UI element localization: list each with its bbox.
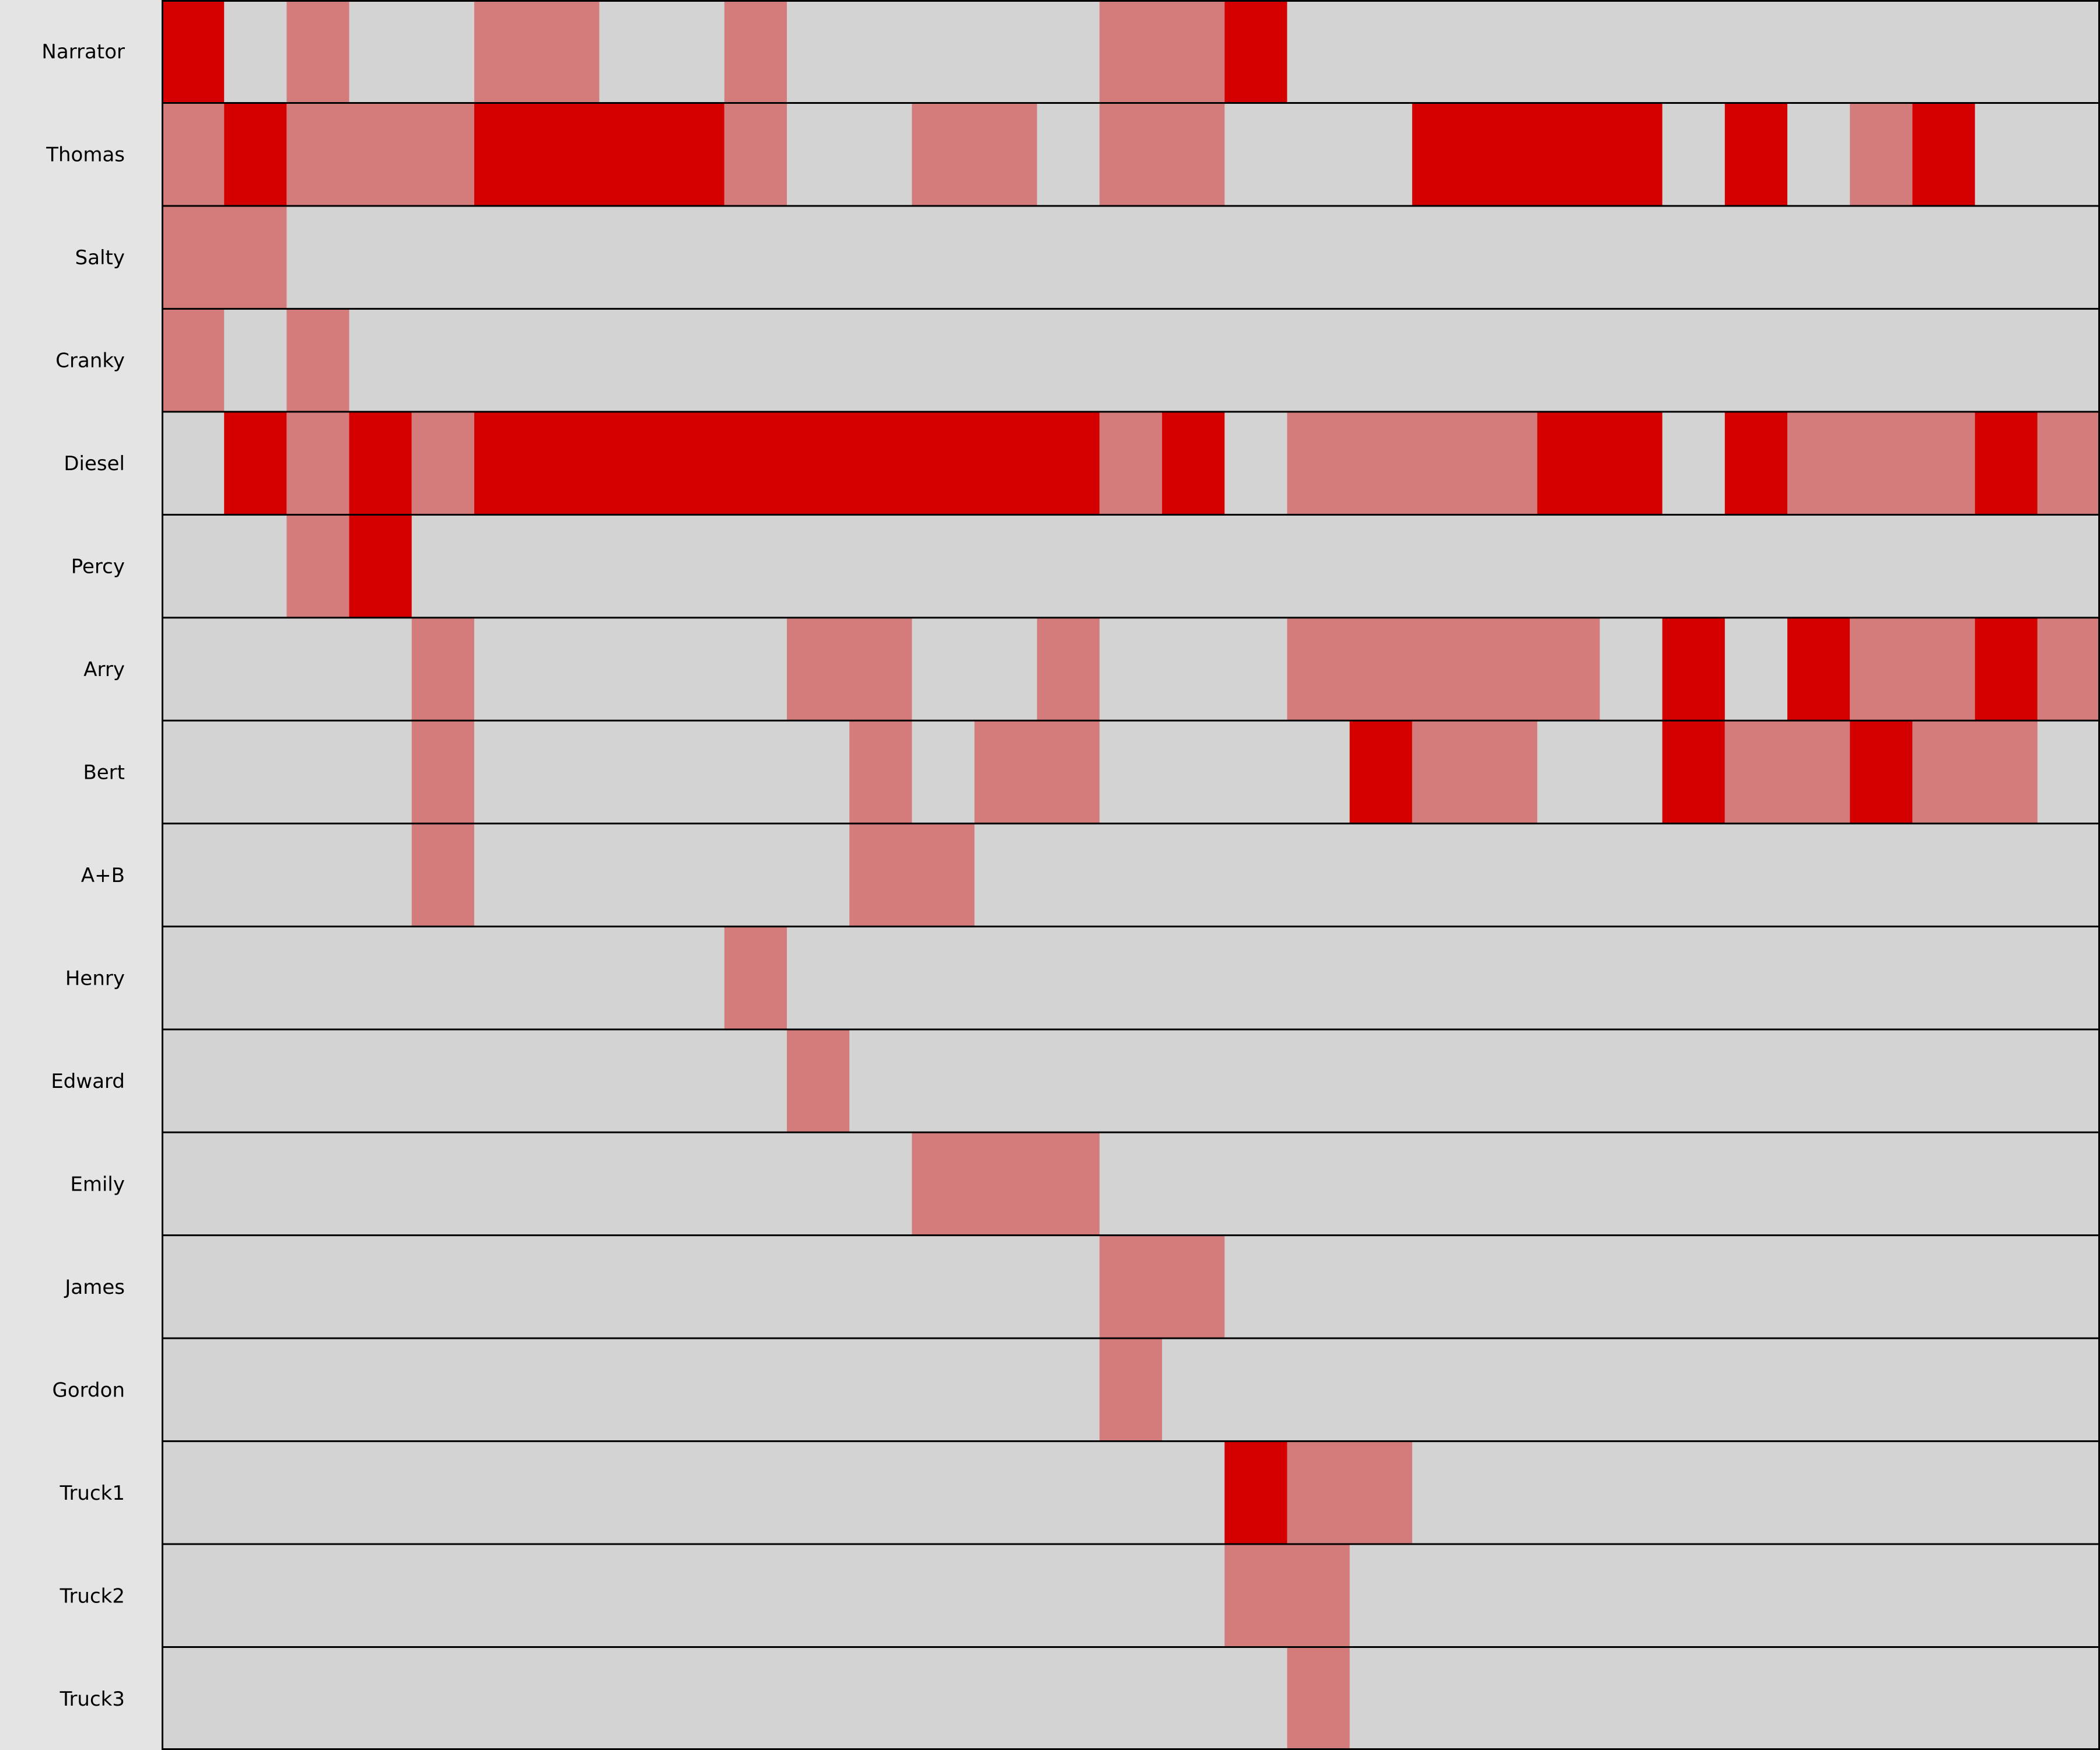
cell-diesel-3-3 bbox=[349, 411, 412, 515]
cell-a-b-4-4 bbox=[411, 823, 474, 927]
cell-thomas-0-0 bbox=[162, 103, 225, 206]
cell-arry-18-22 bbox=[1287, 617, 1600, 721]
cell-bert-13-14 bbox=[974, 720, 1100, 824]
cell-thomas-28-28 bbox=[1912, 103, 1975, 206]
cell-arry-4-4 bbox=[411, 617, 474, 721]
cell-emily-12-14 bbox=[912, 1132, 1100, 1236]
cell-thomas-27-27 bbox=[1850, 103, 1913, 206]
cell-bert-25-26 bbox=[1724, 720, 1850, 824]
cell-narrator-9-9 bbox=[724, 0, 787, 103]
cell-bert-4-4 bbox=[411, 720, 474, 824]
cell-diesel-29-29 bbox=[1975, 411, 2038, 515]
cell-arry-10-11 bbox=[786, 617, 912, 721]
cell-diesel-4-4 bbox=[411, 411, 474, 515]
cell-truck2-17-18 bbox=[1224, 1544, 1350, 1647]
row-label-thomas: Thomas bbox=[46, 144, 125, 167]
row-label-narrator: Narrator bbox=[41, 40, 125, 64]
cell-henry-9-9 bbox=[724, 926, 787, 1030]
row-label-diesel: Diesel bbox=[64, 452, 125, 475]
cell-thomas-15-16 bbox=[1099, 103, 1225, 206]
row-label-arry: Arry bbox=[83, 658, 125, 681]
cell-cranky-0-0 bbox=[162, 309, 225, 412]
cell-edward-10-10 bbox=[786, 1029, 850, 1133]
cell-truck3-18-18 bbox=[1287, 1647, 1350, 1750]
cell-narrator-17-17 bbox=[1224, 0, 1287, 103]
row-label-truck1: Truck1 bbox=[60, 1482, 125, 1505]
row-label-truck3: Truck3 bbox=[60, 1688, 125, 1711]
cell-diesel-1-1 bbox=[224, 411, 287, 515]
cell-diesel-5-14 bbox=[474, 411, 1100, 515]
row-label-edward: Edward bbox=[51, 1070, 125, 1093]
cell-bert-28-29 bbox=[1912, 720, 2038, 824]
cell-percy-2-2 bbox=[286, 514, 349, 618]
cell-thomas-20-23 bbox=[1412, 103, 1662, 206]
cell-narrator-2-2 bbox=[286, 0, 349, 103]
cell-arry-29-29 bbox=[1975, 617, 2038, 721]
cell-arry-24-24 bbox=[1662, 617, 1725, 721]
cell-arry-27-28 bbox=[1850, 617, 1975, 721]
cell-percy-3-3 bbox=[349, 514, 412, 618]
row-label-truck2: Truck2 bbox=[60, 1584, 125, 1608]
cell-arry-14-14 bbox=[1037, 617, 1100, 721]
cell-diesel-15-15 bbox=[1099, 411, 1163, 515]
cell-arry-30-30 bbox=[2037, 617, 2100, 721]
cell-truck1-18-19 bbox=[1287, 1441, 1412, 1545]
cell-truck1-17-17 bbox=[1224, 1441, 1287, 1545]
cell-james-15-16 bbox=[1099, 1235, 1225, 1339]
cell-cranky-2-2 bbox=[286, 309, 349, 412]
cell-narrator-5-6 bbox=[474, 0, 600, 103]
cell-diesel-16-16 bbox=[1162, 411, 1225, 515]
row-label-henry: Henry bbox=[65, 967, 125, 990]
cell-diesel-26-28 bbox=[1787, 411, 1975, 515]
row-label-bert: Bert bbox=[83, 761, 125, 785]
cell-bert-27-27 bbox=[1850, 720, 1913, 824]
cell-bert-11-11 bbox=[849, 720, 912, 824]
cell-diesel-30-30 bbox=[2037, 411, 2100, 515]
cell-thomas-1-1 bbox=[224, 103, 287, 206]
cell-diesel-2-2 bbox=[286, 411, 349, 515]
cell-salty-0-1 bbox=[162, 205, 287, 309]
row-label-a-b: A+B bbox=[81, 864, 125, 887]
row-label-gordon: Gordon bbox=[52, 1378, 125, 1402]
cell-diesel-25-25 bbox=[1724, 411, 1788, 515]
cell-a-b-11-12 bbox=[849, 823, 975, 927]
cell-bert-24-24 bbox=[1662, 720, 1725, 824]
cell-bert-19-19 bbox=[1349, 720, 1412, 824]
cell-narrator-0-0 bbox=[162, 0, 225, 103]
row-label-cranky: Cranky bbox=[55, 349, 125, 373]
cell-thomas-5-8 bbox=[474, 103, 724, 206]
cell-gordon-15-15 bbox=[1099, 1338, 1163, 1441]
cell-bert-20-21 bbox=[1412, 720, 1538, 824]
plot-area bbox=[162, 0, 2100, 1750]
cell-arry-26-26 bbox=[1787, 617, 1850, 721]
cell-diesel-18-21 bbox=[1287, 411, 1538, 515]
row-label-emily: Emily bbox=[70, 1172, 125, 1196]
plot-frame bbox=[162, 0, 2100, 1750]
cell-thomas-25-25 bbox=[1724, 103, 1788, 206]
cell-thomas-9-9 bbox=[724, 103, 787, 206]
cell-diesel-22-23 bbox=[1537, 411, 1662, 515]
cell-narrator-15-16 bbox=[1099, 0, 1225, 103]
row-label-percy: Percy bbox=[71, 555, 125, 579]
cell-thomas-12-13 bbox=[912, 103, 1037, 206]
row-label-james: James bbox=[64, 1276, 125, 1299]
row-label-salty: Salty bbox=[75, 246, 125, 270]
cell-thomas-2-4 bbox=[286, 103, 474, 206]
